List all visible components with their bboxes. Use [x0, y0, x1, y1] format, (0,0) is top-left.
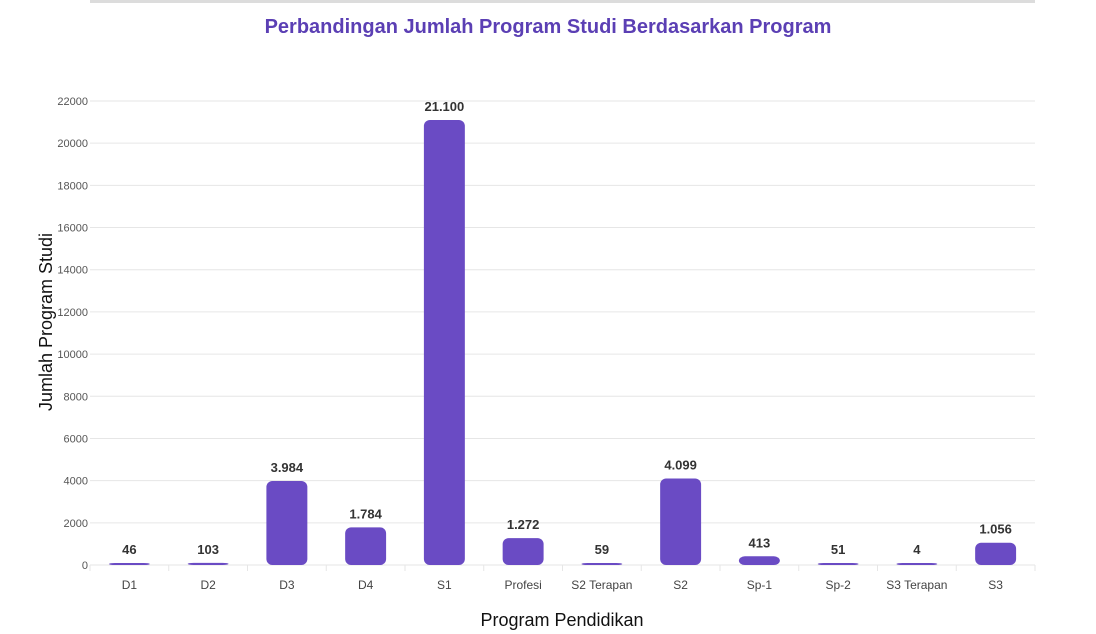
bars: 46 103 3.984 1.784 21.100 1.272 59 4.099 413 51 4 1…	[108, 99, 1017, 566]
x-tick-label: Sp-1	[747, 578, 773, 592]
data-label: 59	[595, 542, 609, 557]
y-tick-label: 20000	[57, 138, 88, 150]
data-label: 4	[913, 542, 921, 557]
y-axis-title: Jumlah Program Studi	[36, 233, 56, 411]
y-tick-label: 6000	[64, 433, 88, 445]
bar	[738, 556, 780, 565]
bar	[345, 527, 387, 565]
y-tick-label: 10000	[57, 349, 88, 361]
data-label: 46	[122, 542, 136, 557]
x-axis-title: Program Pendidikan	[480, 610, 643, 630]
x-tick-label: S3 Terapan	[886, 578, 947, 592]
bar	[187, 562, 229, 565]
x-tick-label: D4	[358, 578, 374, 592]
y-tick-label: 22000	[57, 96, 88, 108]
data-label: 413	[749, 535, 771, 550]
data-label: 1.056	[979, 522, 1012, 537]
y-tick-label: 18000	[57, 180, 88, 192]
x-tick-label: D1	[122, 578, 138, 592]
bar	[660, 478, 702, 565]
data-label: 3.984	[271, 460, 304, 475]
x-tick-label: S1	[437, 578, 452, 592]
x-axis-categories: D1 D2 D3 D4 S1 Profesi S2 Terapan S2 Sp-1 Sp-2 S3 …	[122, 578, 1004, 592]
y-tick-label: 16000	[57, 223, 88, 235]
y-tick-label: 14000	[57, 265, 88, 277]
bar	[108, 563, 150, 565]
bar	[817, 563, 859, 565]
bar	[266, 480, 308, 565]
x-tick-label: D3	[279, 578, 295, 592]
y-axis-ticks: 0 2000 4000 6000 8000 10000 12000 14000 16000 180…	[57, 96, 88, 572]
x-tick-label: Profesi	[504, 578, 541, 592]
x-tick-label: S2 Terapan	[571, 578, 632, 592]
chart-title: Perbandingan Jumlah Program Studi Berdas…	[264, 16, 832, 38]
y-tick-label: 4000	[64, 476, 88, 488]
data-label: 4.099	[664, 458, 697, 473]
x-tick-label: S2	[673, 578, 688, 592]
data-label: 21.100	[424, 99, 464, 114]
bar	[581, 563, 623, 565]
data-label: 1.272	[507, 517, 540, 532]
y-tick-label: 12000	[57, 307, 88, 319]
x-tick-label: S3	[988, 578, 1003, 592]
data-label: 103	[197, 542, 219, 557]
x-tick-label: D2	[200, 578, 216, 592]
data-label: 1.784	[349, 506, 382, 521]
y-tick-label: 0	[82, 560, 88, 572]
bar	[423, 119, 465, 566]
data-label: 51	[831, 542, 845, 557]
y-tick-label: 8000	[64, 391, 88, 403]
y-tick-label: 2000	[64, 518, 88, 530]
bar	[502, 538, 544, 565]
x-tick-label: Sp-2	[825, 578, 851, 592]
top-divider	[90, 0, 1035, 3]
bar	[896, 563, 938, 565]
bar	[975, 542, 1017, 565]
gridlines	[89, 100, 1036, 571]
